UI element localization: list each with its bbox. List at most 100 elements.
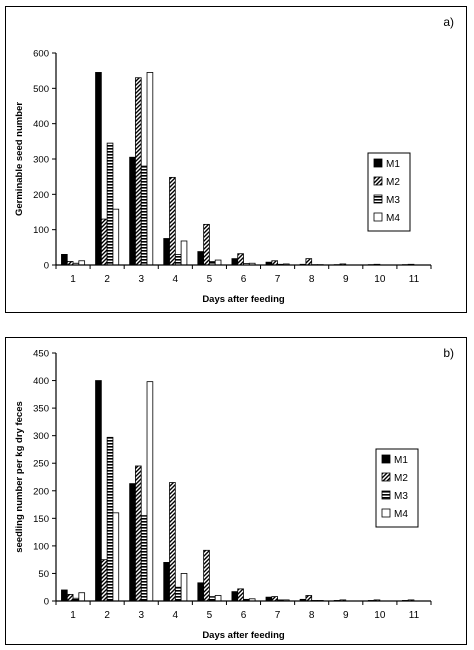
legend-label-m4: M4 <box>394 509 408 520</box>
y-tick-label: 600 <box>33 49 49 60</box>
x-tick-label: 10 <box>374 274 386 285</box>
bar-chart-a: 0 100 200 300 400 500 600 1 2 3 4 5 6 7 8 9 10 11 Days aft… <box>14 49 432 305</box>
bar-m2 <box>237 253 244 266</box>
x-tick-label: 1 <box>70 274 76 285</box>
bar-m2 <box>305 258 313 266</box>
legend-swatch-m2 <box>381 472 391 482</box>
x-tick-label: 3 <box>138 274 144 285</box>
x-tick-label: 5 <box>207 274 213 285</box>
bar-m3 <box>140 165 148 266</box>
y-tick-label: 300 <box>33 431 49 442</box>
legend-swatch-m1 <box>381 454 391 464</box>
y-tick-label: 350 <box>33 404 49 415</box>
bar-m1 <box>197 582 205 602</box>
y-tick-label: 450 <box>33 349 49 360</box>
bar-m3 <box>209 596 216 602</box>
bar-m3 <box>174 586 182 602</box>
bar-m4 <box>78 592 86 602</box>
bar-m1 <box>231 258 239 266</box>
legend-label-m1: M1 <box>394 455 408 466</box>
bar-m2 <box>169 176 176 266</box>
x-axis-title: Days after feeding <box>202 294 285 305</box>
x-tick-label: 6 <box>241 274 247 285</box>
legend-swatch-m4 <box>373 212 383 222</box>
y-tick-label: 500 <box>33 84 49 95</box>
y-axis-title: Germinable seed number <box>14 102 25 216</box>
x-tick-label: 8 <box>309 274 315 285</box>
y-tick-label: 150 <box>33 514 49 525</box>
bar-m2 <box>271 260 278 266</box>
x-tick-label: 11 <box>409 274 420 285</box>
x-tick-label: 6 <box>241 610 247 621</box>
bar-m4 <box>180 240 188 266</box>
bar-m3 <box>174 253 182 266</box>
legend-label-m2: M2 <box>386 177 400 188</box>
bar-m3 <box>140 515 148 602</box>
bar-m1 <box>61 589 68 602</box>
legend-swatch-m2 <box>373 176 383 186</box>
bar-chart-b: 0 50 100 150 200 250 300 350 400 450 1 2 3 4 5 6 7 8 9 10 11… <box>14 349 432 641</box>
x-tick-label: 4 <box>173 274 179 285</box>
x-tick-label: 9 <box>343 274 349 285</box>
bar-m1 <box>163 562 170 602</box>
y-tick-label: 400 <box>33 376 49 387</box>
bar-m4 <box>112 208 120 266</box>
y-tick-label: 200 <box>33 190 49 201</box>
chart-panel-a: a) 0 100 200 300 400 500 600 1 2 3 4 5 6 7 8 9 10 11 Days … <box>5 6 467 313</box>
x-tick-label: 3 <box>138 610 144 621</box>
y-tick-label: 100 <box>33 225 49 236</box>
x-tick-label: 10 <box>374 610 386 621</box>
legend: M1 M2 M3 M4 <box>375 448 419 528</box>
x-tick-label: 4 <box>173 610 179 621</box>
panel-label-a: a) <box>443 15 454 29</box>
bar-m4 <box>214 595 222 602</box>
y-tick-label: 0 <box>44 261 49 272</box>
legend: M1 M2 M3 M4 <box>367 152 411 232</box>
legend-swatch-m1 <box>373 158 383 168</box>
bar-m2 <box>100 218 108 266</box>
x-tick-label: 7 <box>275 610 281 621</box>
bar-m3 <box>106 142 114 266</box>
bar-m1 <box>197 251 205 266</box>
y-tick-label: 200 <box>33 486 49 497</box>
bar-m2 <box>203 549 210 602</box>
bar-m2 <box>135 77 142 266</box>
bar-m1 <box>95 72 102 266</box>
bar-m2 <box>305 595 313 602</box>
y-tick-label: 300 <box>33 155 49 166</box>
bar-m4 <box>112 512 120 602</box>
bar-m2 <box>203 223 210 266</box>
legend-label-m2: M2 <box>394 473 408 484</box>
x-tick-label: 2 <box>104 274 110 285</box>
x-tick-label: 1 <box>70 610 76 621</box>
y-tick-label: 100 <box>33 541 49 552</box>
x-tick-label: 8 <box>309 610 315 621</box>
bar-m1 <box>163 238 170 266</box>
x-tick-label: 11 <box>409 610 420 621</box>
bar-m2 <box>271 596 278 602</box>
bar-m1 <box>95 380 102 602</box>
bar-m1 <box>231 591 239 602</box>
legend-label-m1: M1 <box>386 159 400 170</box>
bar-m4 <box>214 259 222 266</box>
bar-m1 <box>129 156 136 266</box>
y-tick-label: 250 <box>33 459 49 470</box>
bar-m2 <box>66 593 74 602</box>
bar-m1 <box>61 253 68 266</box>
bar-m4 <box>180 573 188 602</box>
bar-m4 <box>146 72 154 266</box>
bar-m2 <box>135 465 142 602</box>
bar-m2 <box>100 559 108 602</box>
panel-label-b: b) <box>443 346 454 360</box>
chart-panel-b: b) 0 50 100 150 200 250 300 350 400 450 1 2 3 4 5 6 7 8 9 1… <box>5 337 467 645</box>
legend-swatch-m4 <box>381 508 391 518</box>
y-tick-label: 50 <box>38 569 49 580</box>
legend-swatch-m3 <box>373 194 383 204</box>
legend-label-m3: M3 <box>394 491 408 502</box>
bar-m1 <box>129 483 136 602</box>
y-tick-label: 0 <box>44 597 49 608</box>
x-axis-title: Days after feeding <box>202 630 285 641</box>
y-tick-label: 400 <box>33 119 49 130</box>
legend-swatch-m3 <box>381 490 391 500</box>
bar-m2 <box>169 482 176 602</box>
